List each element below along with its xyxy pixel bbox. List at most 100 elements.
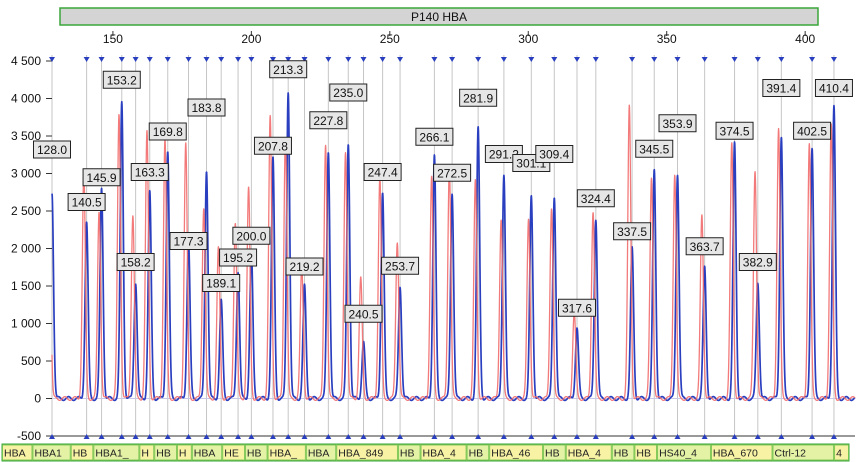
peak-marker-top xyxy=(83,57,90,62)
peak-marker-top xyxy=(248,57,255,62)
marker-cell: HB xyxy=(154,444,177,461)
peak-label-box xyxy=(232,226,271,245)
peak-label-text: 213.3 xyxy=(273,63,303,77)
marker-label: HB xyxy=(247,448,262,460)
title-bar-box xyxy=(59,7,819,26)
peak-label: 374.5 xyxy=(715,121,754,140)
marker-label: HBA xyxy=(194,448,216,460)
marker-cell: HB xyxy=(611,444,635,461)
peak-label-box xyxy=(219,248,258,267)
marker-cell: HBA_849 xyxy=(336,444,398,461)
peak-marker-bottom xyxy=(301,434,308,439)
x-tick-label: 200 xyxy=(241,32,261,46)
peak-label-text: 309.4 xyxy=(539,148,569,162)
peak-marker-bottom xyxy=(592,434,599,439)
marker-cell: HBA xyxy=(305,444,337,461)
marker-label: HBA xyxy=(308,448,330,460)
peak-label-text: 219.2 xyxy=(290,260,320,274)
peak-label: 177.3 xyxy=(169,232,208,250)
peak-marker-top xyxy=(98,57,105,62)
marker-label: HBA_46 xyxy=(491,448,530,460)
peak-marker-top xyxy=(345,57,352,62)
peak-label-box xyxy=(67,193,106,211)
peak-marker-top xyxy=(528,57,535,62)
title-bar: P140 HBA xyxy=(59,7,819,26)
y-tick-label: 2 000 xyxy=(11,242,41,256)
marker-label: HBA1_ xyxy=(95,448,128,460)
peak-label: 324.4 xyxy=(576,189,615,208)
peak-label-text: 183.8 xyxy=(191,101,221,115)
peak-label-text: 317.6 xyxy=(562,301,592,315)
peak-label-text: 291.2 xyxy=(489,148,519,162)
peak-label-text: 240.5 xyxy=(348,307,378,321)
peak-label: 158.2 xyxy=(116,253,155,271)
peak-label-text: 266.1 xyxy=(419,130,449,144)
peak-marker-top xyxy=(778,57,785,62)
x-tick-label: 400 xyxy=(795,32,815,46)
peak-label-text: 410.4 xyxy=(819,82,849,96)
y-tick-label: 1 000 xyxy=(11,317,41,331)
marker-cell-box xyxy=(154,444,177,461)
peak-label-box xyxy=(535,145,574,163)
peak-marker-bottom xyxy=(185,434,192,439)
peak-marker-top xyxy=(185,57,192,62)
peak-label-text: 235.0 xyxy=(333,86,363,100)
peak-marker-top xyxy=(592,57,599,62)
peak-marker-bottom xyxy=(701,434,708,439)
peak-marker-top xyxy=(360,57,367,62)
marker-bar: HBA HBA1 HB HBA1_ H HB H HBA HE HB HBA_ HBA HBA_849 H… xyxy=(1,443,850,462)
peak-label-text: 363.7 xyxy=(690,240,720,254)
marker-label: H xyxy=(141,448,149,460)
peak-marker-top xyxy=(132,57,139,62)
marker-label: HBA_849 xyxy=(338,448,383,460)
peak-label: 195.2 xyxy=(219,248,258,267)
peak-marker-bottom xyxy=(164,434,171,439)
peak-marker-top xyxy=(285,57,292,62)
peak-label-text: 272.5 xyxy=(437,166,467,180)
peak-label-box xyxy=(130,163,169,181)
peak-marker-bottom xyxy=(218,434,225,439)
peak-label-box xyxy=(658,114,697,133)
y-tick-label: 1 500 xyxy=(11,279,41,293)
peak-label-text: 324.4 xyxy=(581,192,611,206)
top-axis-markers xyxy=(49,57,837,439)
peak-marker-top xyxy=(809,57,816,62)
marker-cell: HB xyxy=(543,444,566,461)
marker-label: HBA_670 xyxy=(713,448,758,460)
marker-cell-box xyxy=(32,444,71,461)
marker-cell: HBA1 xyxy=(32,444,71,461)
y-axis-ticks: -500 0 500 1 000 1 500 2 000 2 500 3 000 3 500 4 … xyxy=(11,54,52,443)
peak-label-box xyxy=(685,237,724,256)
marker-cell: HBA_ xyxy=(267,444,306,461)
peak-marker-top xyxy=(500,57,507,62)
peak-label-box xyxy=(814,79,853,97)
peak-label: 169.8 xyxy=(148,122,187,141)
peak-label: 163.3 xyxy=(130,163,169,181)
peak-label-box xyxy=(363,163,402,181)
peak-label-box xyxy=(329,83,368,102)
peak-label: 240.5 xyxy=(344,304,383,323)
marker-label: H xyxy=(179,448,187,460)
peak-label-text: 200.0 xyxy=(236,229,266,243)
peak-marker-bottom xyxy=(500,434,507,439)
y-tick-label: 4 000 xyxy=(11,92,41,106)
peak-marker-bottom xyxy=(248,434,255,439)
x-tick-label: 300 xyxy=(518,32,538,46)
marker-cell: HB xyxy=(245,444,268,461)
peak-marker-bottom xyxy=(830,434,837,439)
peak-label-box xyxy=(415,127,454,146)
peak-label: 317.6 xyxy=(557,298,596,317)
marker-label: HB xyxy=(400,448,415,460)
peak-label-box xyxy=(433,163,472,182)
peak-label: 382.9 xyxy=(738,253,777,271)
marker-cell: 4 xyxy=(834,444,849,461)
marker-cell: HBA1_ xyxy=(93,444,140,461)
peak-label: 410.4 xyxy=(814,79,853,97)
peak-label-text: 374.5 xyxy=(720,124,750,138)
peak-label: 128.0 xyxy=(33,140,71,159)
marker-cell-box xyxy=(543,444,566,461)
marker-label: HB xyxy=(156,448,171,460)
peak-label-box xyxy=(253,136,292,155)
peak-marker-bottom xyxy=(146,434,153,439)
x-tick-label: 150 xyxy=(103,32,123,46)
